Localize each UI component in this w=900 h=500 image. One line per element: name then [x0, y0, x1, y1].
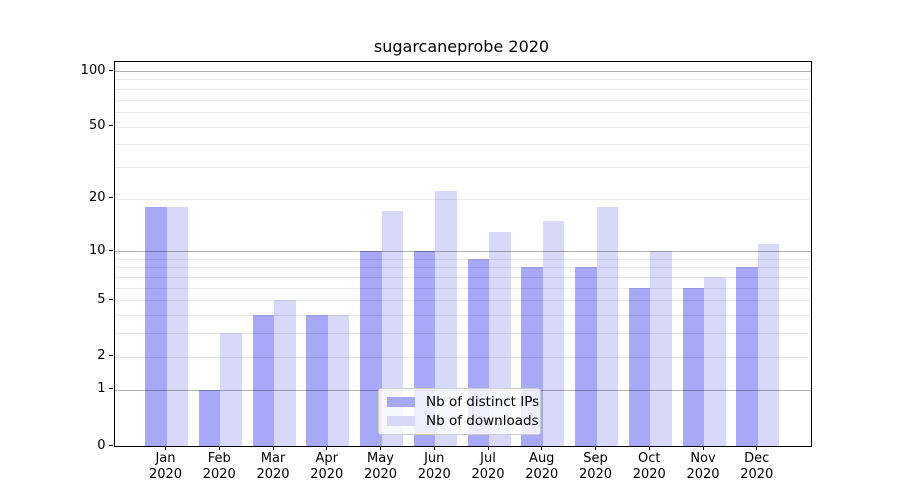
x-tick-mark-may — [380, 446, 382, 450]
y-tick-label-50: 50 — [88, 118, 106, 134]
x-tick-mark-jan — [165, 446, 167, 450]
x-tick-label-jan: Jan 2020 — [148, 451, 183, 482]
plot-area — [113, 60, 812, 447]
bar-downloads-jun — [435, 191, 457, 446]
x-tick-label-apr: Apr 2020 — [310, 451, 344, 482]
x-tick-mark-mar — [272, 446, 274, 450]
x-tick-label-aug: Aug 2020 — [525, 451, 559, 482]
bar-distinct-ips-apr — [306, 315, 328, 446]
gridline-minor-9 — [114, 258, 811, 260]
bar-downloads-feb — [220, 333, 242, 446]
x-tick-mark-apr — [326, 446, 328, 450]
gridline-minor-4 — [114, 315, 811, 317]
x-tick-label-jul: Jul 2020 — [471, 451, 505, 482]
x-tick-label-may: May 2020 — [363, 451, 398, 482]
gridline-minor-50 — [114, 126, 811, 128]
y-tick-label-20: 20 — [88, 190, 106, 206]
bar-distinct-ips-may — [360, 251, 382, 446]
y-tick-label-1: 1 — [97, 381, 106, 397]
y-tick-label-100: 100 — [80, 62, 106, 78]
y-tick-mark-50 — [109, 125, 113, 127]
bar-distinct-ips-nov — [682, 287, 704, 446]
y-tick-label-10: 10 — [88, 242, 106, 258]
x-tick-mark-jun — [433, 446, 435, 450]
bar-downloads-mar — [274, 300, 296, 446]
legend-entry-distinct-ips: Nb of distinct IPs — [387, 392, 539, 412]
gridline-minor-6 — [114, 287, 811, 289]
x-tick-mark-aug — [541, 446, 543, 450]
legend-label-distinct-ips: Nb of distinct IPs — [426, 393, 540, 410]
bar-downloads-aug — [542, 220, 565, 446]
x-tick-mark-feb — [218, 446, 220, 450]
gridline-minor-20 — [114, 198, 811, 200]
x-tick-label-feb: Feb 2020 — [202, 451, 236, 482]
x-tick-label-oct: Oct 2020 — [632, 451, 666, 482]
y-tick-mark-2 — [109, 355, 113, 357]
gridline-minor-40 — [114, 144, 811, 146]
y-tick-mark-0 — [109, 444, 113, 446]
bar-downloads-jan — [166, 206, 188, 446]
y-tick-mark-100 — [109, 69, 113, 71]
x-tick-label-nov: Nov 2020 — [686, 451, 720, 482]
bar-distinct-ips-dec — [736, 267, 758, 446]
gridline-major-10 — [114, 251, 811, 253]
gridline-minor-90 — [114, 79, 811, 81]
bar-downloads-sep — [596, 206, 618, 446]
y-tick-label-5: 5 — [97, 291, 106, 307]
gridline-minor-3 — [114, 333, 811, 335]
gridline-minor-30 — [114, 166, 811, 168]
bar-downloads-may — [381, 211, 403, 446]
legend-swatch-downloads — [387, 416, 415, 427]
x-tick-label-jun: Jun 2020 — [417, 451, 451, 482]
bar-downloads-dec — [757, 244, 780, 446]
y-tick-mark-10 — [109, 249, 113, 251]
chart-title: sugarcaneprobe 2020 — [373, 37, 550, 56]
gridline-minor-7 — [114, 277, 811, 279]
gridline-minor-2 — [114, 356, 811, 358]
bar-downloads-oct — [650, 251, 672, 446]
gridline-major-100 — [114, 71, 811, 72]
gridline-minor-8 — [114, 267, 811, 269]
legend-entry-downloads: Nb of downloads — [387, 412, 539, 432]
bar-distinct-ips-feb — [198, 389, 221, 446]
legend: Nb of distinct IPs Nb of downloads — [378, 388, 541, 435]
bar-distinct-ips-mar — [252, 315, 274, 446]
y-tick-label-2: 2 — [97, 348, 106, 364]
x-tick-label-mar: Mar 2020 — [256, 451, 290, 482]
y-tick-mark-1 — [109, 388, 113, 390]
x-tick-mark-oct — [648, 446, 650, 450]
x-tick-mark-nov — [702, 446, 704, 450]
bar-distinct-ips-oct — [628, 287, 651, 446]
x-tick-label-dec: Dec 2020 — [740, 451, 774, 482]
y-tick-mark-20 — [109, 197, 113, 199]
bar-distinct-ips-sep — [575, 267, 597, 446]
x-tick-mark-sep — [595, 446, 597, 450]
x-tick-mark-dec — [756, 446, 758, 450]
bar-downloads-nov — [704, 277, 726, 446]
gridline-minor-5 — [114, 300, 811, 302]
gridline-minor-80 — [114, 88, 811, 90]
legend-label-downloads: Nb of downloads — [426, 413, 539, 430]
gridline-minor-60 — [114, 111, 811, 113]
y-tick-label-0: 0 — [97, 437, 106, 453]
y-tick-mark-5 — [109, 298, 113, 301]
x-tick-mark-jul — [487, 446, 489, 450]
legend-swatch-distinct-ips — [387, 396, 415, 407]
gridline-minor-70 — [114, 99, 811, 101]
bar-downloads-apr — [327, 315, 350, 446]
bar-distinct-ips-jan — [145, 206, 167, 446]
x-tick-label-sep: Sep 2020 — [578, 451, 613, 482]
